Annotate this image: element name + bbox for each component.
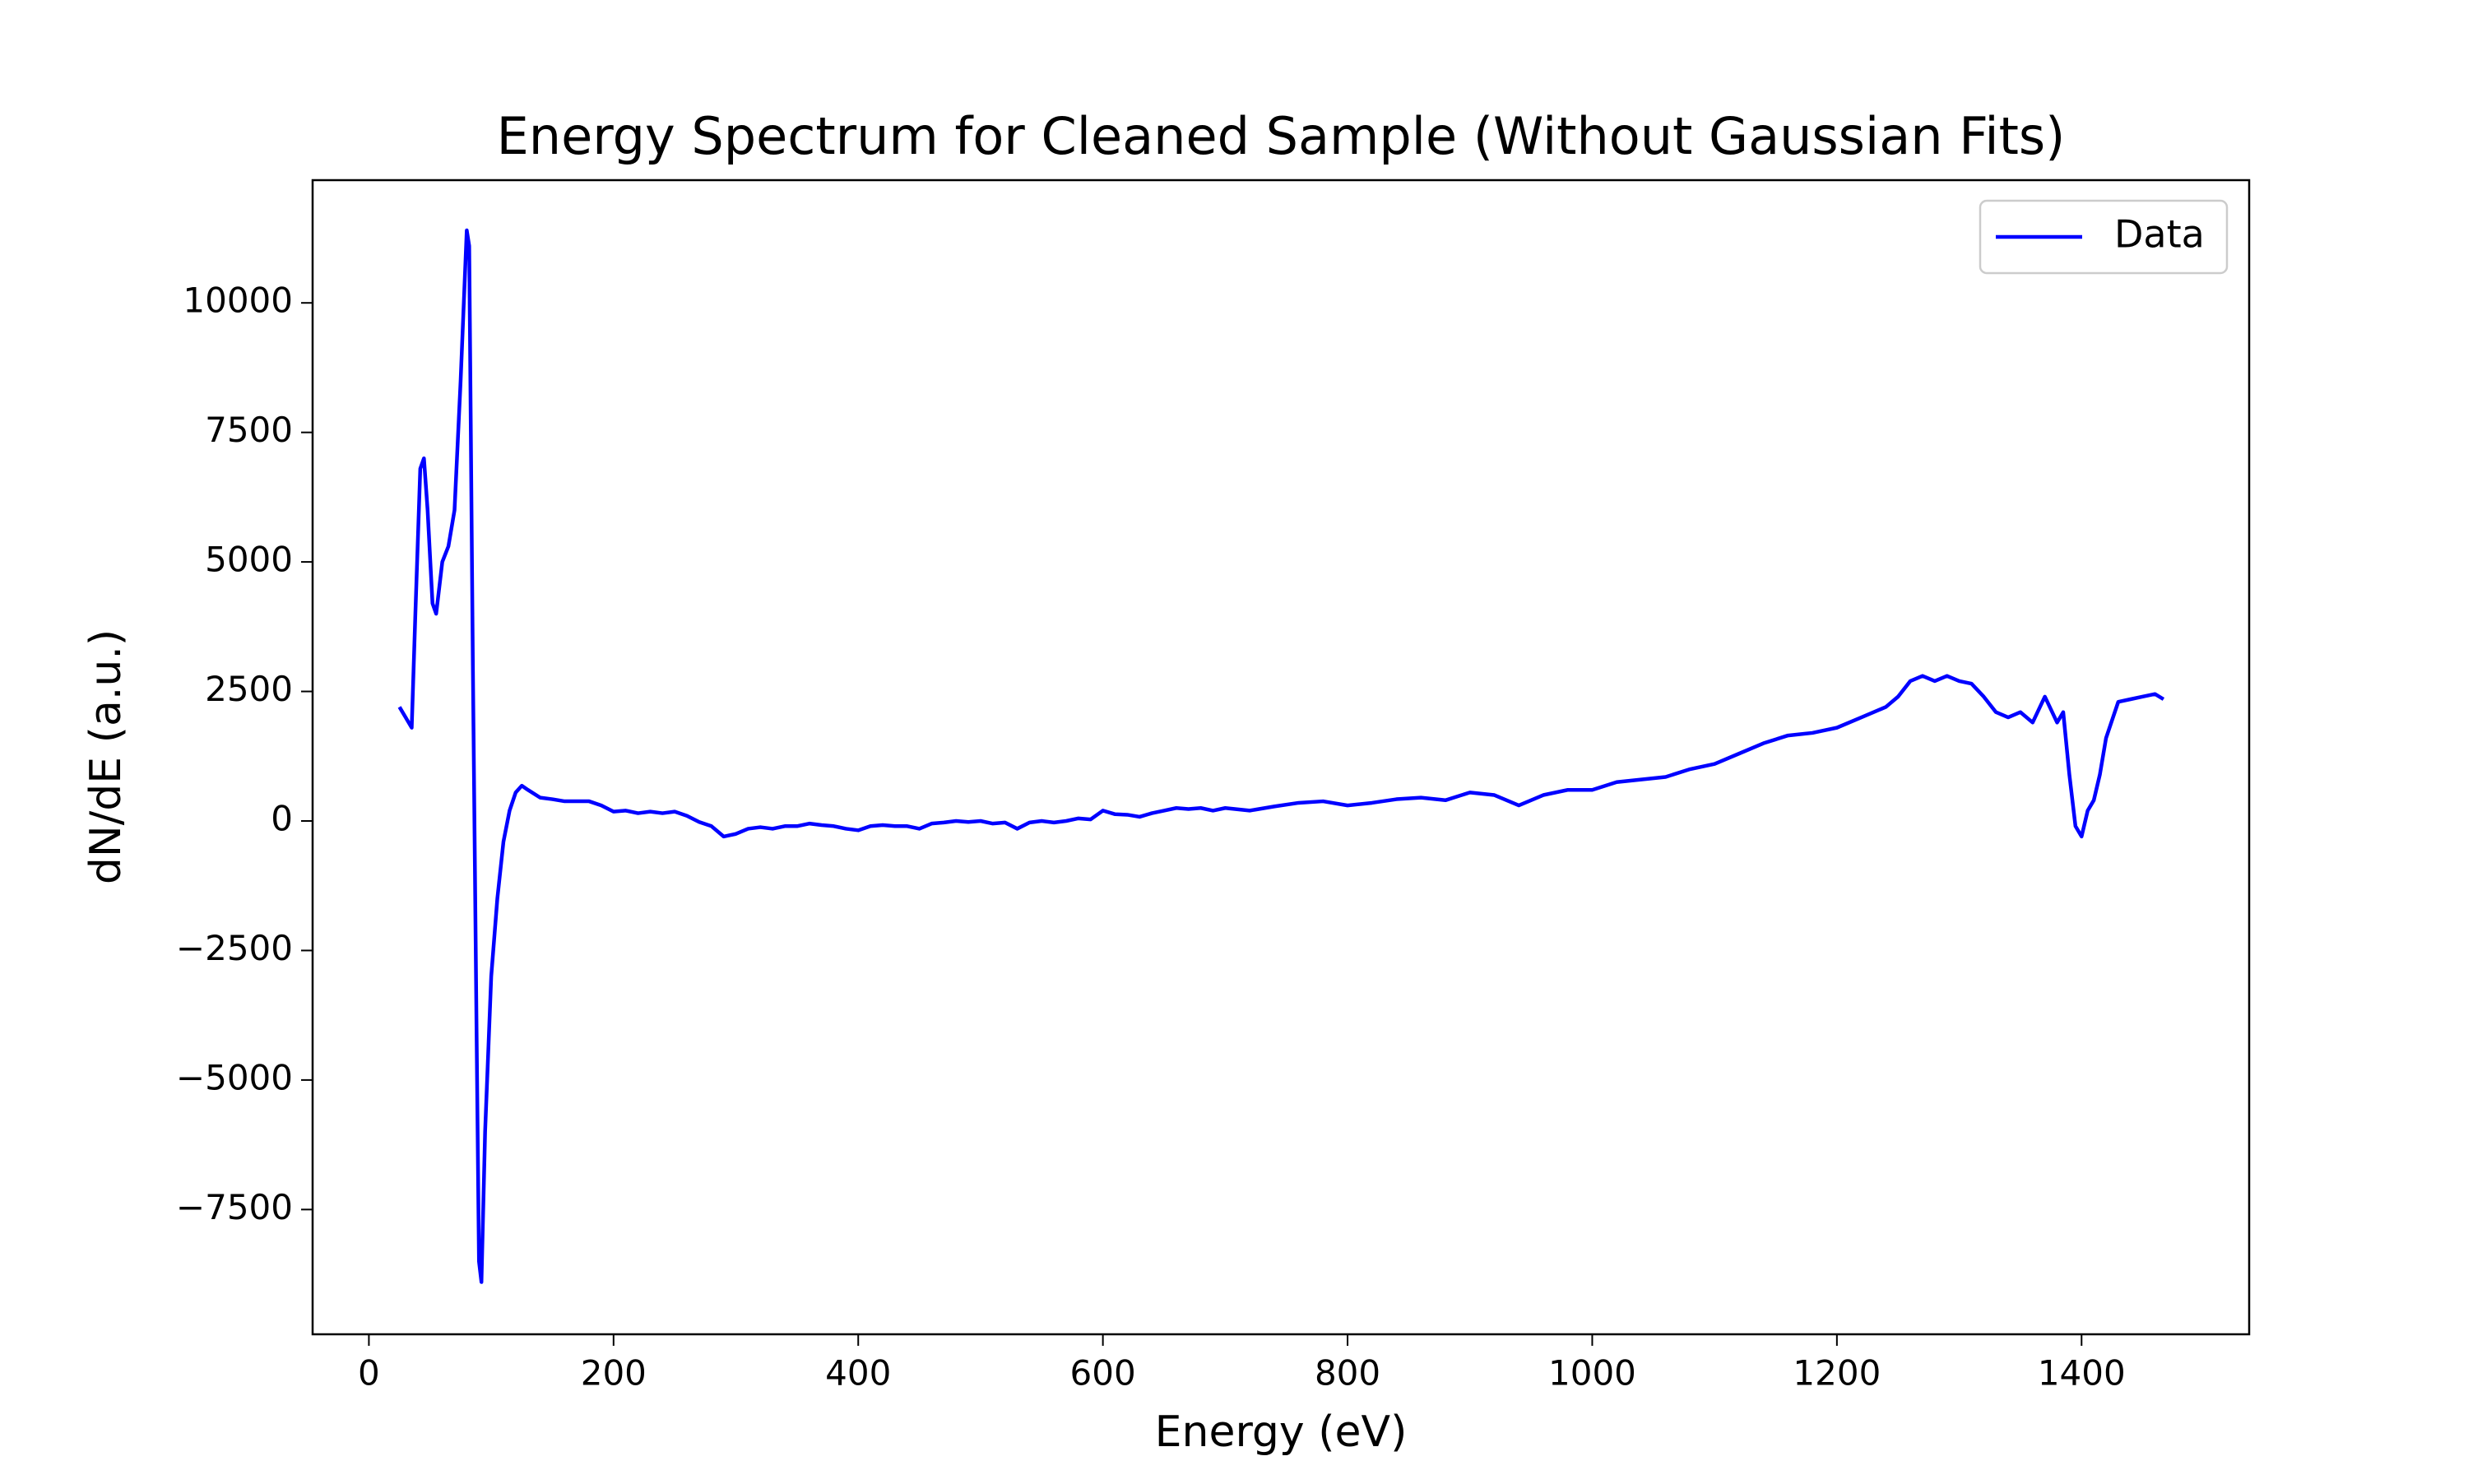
y-tick-label: 5000 <box>205 540 293 580</box>
y-axis-label: dN/dE (a.u.) <box>81 629 131 884</box>
plot-frame <box>311 179 2251 1336</box>
x-tick-label: 400 <box>825 1353 891 1394</box>
x-tick-label: 600 <box>1070 1353 1136 1394</box>
y-tick-label: −7500 <box>176 1187 293 1227</box>
y-tick-label: 10000 <box>183 281 293 321</box>
y-tick-label: 2500 <box>205 669 293 709</box>
data-line <box>397 228 2165 1284</box>
y-tick-label: −2500 <box>176 928 293 968</box>
x-tick-label: 1400 <box>2038 1353 2126 1394</box>
x-tick-label: 0 <box>358 1353 380 1394</box>
x-axis-label: Energy (eV) <box>1155 1407 1408 1457</box>
x-tick-label: 1000 <box>1548 1353 1636 1394</box>
x-tick-label: 200 <box>581 1353 647 1394</box>
chart-title: Energy Spectrum for Cleaned Sample (With… <box>497 106 2066 166</box>
y-tick-label: −5000 <box>176 1057 293 1097</box>
legend-box <box>1979 199 2229 275</box>
legend-label: Data <box>2114 212 2205 257</box>
y-tick-label: 0 <box>271 798 293 838</box>
y-tick-label: 7500 <box>205 410 293 450</box>
x-tick-label: 1200 <box>1793 1353 1881 1394</box>
x-tick-label: 800 <box>1315 1353 1380 1394</box>
